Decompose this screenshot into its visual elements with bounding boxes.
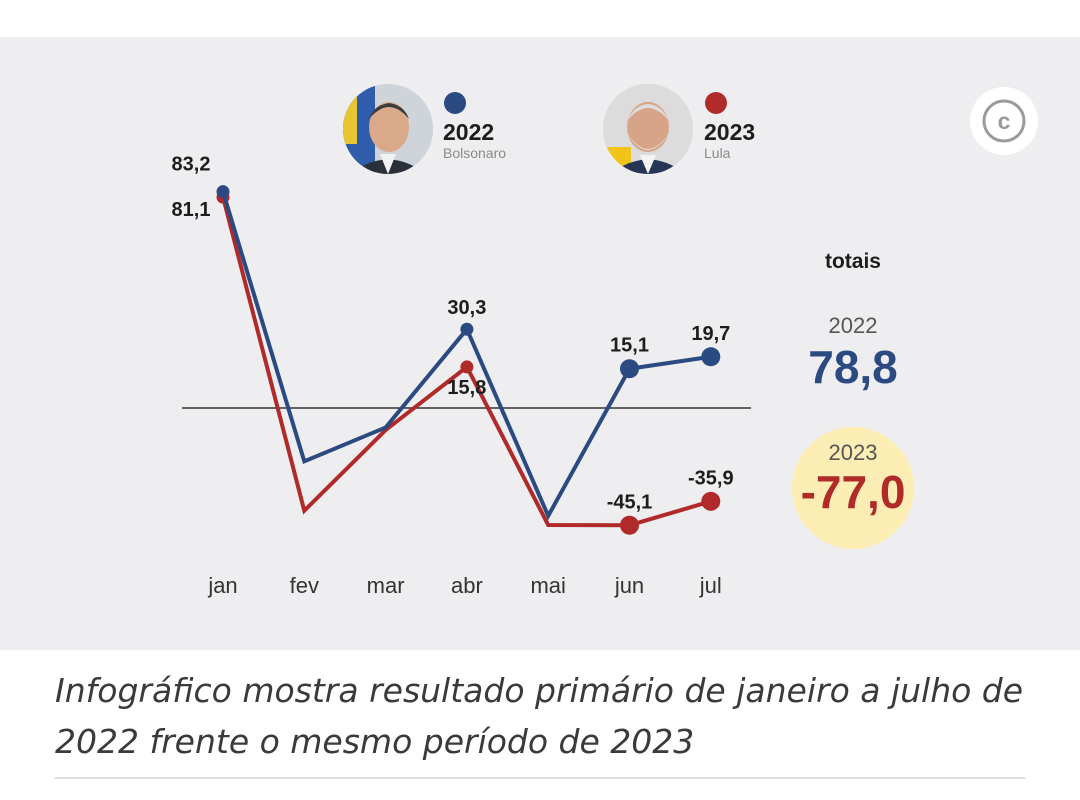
- data-label-2022-jan: 83,2: [172, 154, 211, 176]
- legend-name-2022: Bolsonaro: [443, 145, 506, 161]
- x-axis: jan fev mar abr mai jun jul: [207, 573, 721, 598]
- copyright-icon: c: [970, 87, 1038, 155]
- data-label-2023-jan: 81,1: [172, 199, 211, 221]
- data-label-2022-abr: 30,3: [447, 297, 486, 319]
- point-2023-jul: [701, 491, 721, 511]
- total-2023-highlight: [792, 427, 914, 549]
- caption: Infográfico mostra resultado primário de…: [55, 671, 1024, 761]
- legend-dot-2022: [444, 92, 466, 114]
- series-layer: [216, 185, 721, 535]
- x-tick-jul: jul: [699, 573, 722, 598]
- point-2022-jun: [620, 359, 639, 379]
- x-tick-mar: mar: [367, 573, 405, 598]
- legend-name-2023: Lula: [704, 145, 731, 161]
- x-tick-jun: jun: [614, 573, 644, 598]
- caption-divider: [55, 777, 1025, 779]
- data-label-2023-jun: -45,1: [607, 491, 653, 513]
- portrait-bolsonaro: [343, 84, 433, 174]
- point-2022-jan: [216, 185, 230, 199]
- data-label-2022-jul: 19,7: [691, 323, 730, 345]
- data-label-2022-jun: 15,1: [610, 335, 649, 357]
- totals-label: totais: [825, 250, 881, 273]
- infographic-card: 2022 Bolsonaro 2023 Lula c: [0, 37, 1080, 650]
- point-2022-jul: [701, 347, 721, 367]
- point-2022-abr: [460, 322, 474, 336]
- legend-year-2022: 2022: [443, 119, 494, 145]
- legend-year-2023: 2023: [704, 119, 755, 145]
- portrait-lula: [603, 84, 693, 174]
- x-tick-mai: mai: [530, 573, 565, 598]
- x-tick-jan: jan: [207, 573, 237, 598]
- total-2022-value: 78,8: [808, 341, 898, 393]
- x-tick-fev: fev: [290, 573, 319, 598]
- line-chart: 2022 Bolsonaro 2023 Lula c: [172, 84, 1038, 598]
- total-2023-year: 2023: [829, 440, 878, 465]
- data-label-2023-abr: 15,8: [447, 377, 486, 399]
- data-label-2023-jul: -35,9: [688, 467, 734, 489]
- legend-dot-2023: [705, 92, 727, 114]
- total-2022-year: 2022: [829, 313, 878, 338]
- total-2023-value: -77,0: [801, 466, 906, 518]
- copyright-letter: c: [998, 108, 1011, 134]
- x-tick-abr: abr: [451, 573, 483, 598]
- point-2023-abr: [460, 360, 474, 374]
- labels-layer: 83,2 30,3 15,1 19,7 81,1 15,8 -45,1 -35,9: [172, 154, 734, 514]
- point-2023-jun: [620, 515, 639, 535]
